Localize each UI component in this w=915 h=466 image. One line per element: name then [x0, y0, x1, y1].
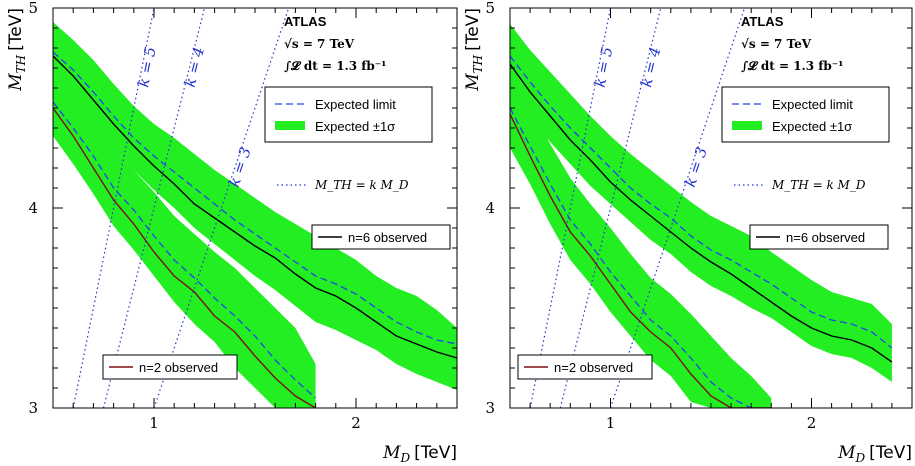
k-label-5: k = 5: [591, 45, 617, 88]
band-n6: [53, 22, 457, 390]
x-tick-label: 1: [606, 414, 616, 432]
legend-band-label: Expected ±1σ: [772, 119, 852, 134]
legend: Expected limit Expected ±1σ: [721, 86, 890, 143]
k-label-4: k = 4: [181, 45, 208, 89]
y-tick-label: 3: [485, 399, 495, 417]
legend-box: [721, 86, 890, 143]
k-line-3: [609, 8, 746, 408]
legend-n6-label: n=6 observed: [786, 230, 865, 245]
x-tick-label: 2: [351, 414, 361, 432]
legend-band-label: Expected ±1σ: [315, 119, 395, 134]
atlas-label: ATLAS: [741, 14, 784, 29]
k-label-3: k = 3: [225, 145, 255, 189]
band-n2: [510, 72, 772, 408]
k-line-5: [529, 8, 612, 408]
legend-k-label: M_TH = k M_D: [314, 178, 409, 192]
legend-band-swatch: [275, 121, 305, 130]
observed-line-n6: [53, 55, 457, 359]
y-tick-label: 4: [485, 199, 495, 217]
chart-panel-1: k = 5 k = 4 k = 3 1 2 3 4 5 MD [TeV] MTH[TeV] ATLAS…: [6, 0, 458, 465]
legend-n6-label: n=6 observed: [348, 230, 427, 245]
k-line-3: [153, 8, 290, 408]
chart-panel-2: k = 5 k = 4 k = 3 1 2 3 4 5 MD [TeV] MTH[TeV] ATLAS…: [463, 0, 913, 465]
y-tick-label: 4: [28, 199, 38, 217]
expected-line-n6: [53, 51, 457, 345]
x-axis-label: MD [TeV]: [382, 443, 457, 465]
legend-n2-label: n=2 observed: [554, 360, 633, 375]
x-axis-label: MD [TeV]: [837, 443, 912, 465]
atlas-label: ATLAS: [284, 14, 327, 29]
energy-label: √s = 7 TeV: [284, 37, 355, 51]
k-line-4: [102, 8, 206, 408]
k-line-5: [72, 8, 155, 408]
legend-box: [264, 86, 433, 143]
expected-line-n2: [53, 101, 317, 399]
k-label-4: k = 4: [637, 45, 664, 89]
luminosity-label: ∫𝓛 dt = 1.3 fb⁻¹: [284, 59, 386, 73]
observed-line-n2: [53, 107, 316, 408]
k-label-5: k = 5: [134, 45, 160, 89]
plot-area: [510, 8, 893, 408]
k-label-3: k = 3: [681, 145, 711, 189]
y-axis-label: MTH[TeV]: [463, 8, 485, 92]
band-n2: [53, 68, 316, 408]
band-n6: [510, 24, 892, 382]
legend-band-swatch: [732, 121, 762, 130]
y-axis-label: MTH[TeV]: [6, 8, 28, 92]
legend-expected-label: Expected limit: [772, 97, 853, 112]
ticks: [53, 8, 458, 408]
plot-area: [53, 8, 457, 408]
y-tick-label: 5: [28, 0, 38, 17]
ticks: [510, 8, 913, 408]
observed-line-n6: [510, 63, 893, 363]
observed-line-n2: [510, 113, 772, 408]
expected-line-n6: [510, 55, 893, 349]
legend-expected-label: Expected limit: [315, 97, 396, 112]
y-tick-label: 5: [485, 0, 495, 17]
legend: Expected limit Expected ±1σ: [264, 86, 433, 143]
legend-n2-label: n=2 observed: [139, 360, 218, 375]
luminosity-label: ∫𝓛 dt = 1.3 fb⁻¹: [741, 59, 843, 73]
legend-k-label: M_TH = k M_D: [771, 178, 866, 192]
y-tick-label: 3: [28, 399, 38, 417]
x-tick-label: 1: [149, 414, 159, 432]
expected-line-n2: [510, 107, 772, 408]
energy-label: √s = 7 TeV: [741, 37, 812, 51]
x-tick-label: 2: [807, 414, 817, 432]
k-line-4: [559, 8, 662, 408]
